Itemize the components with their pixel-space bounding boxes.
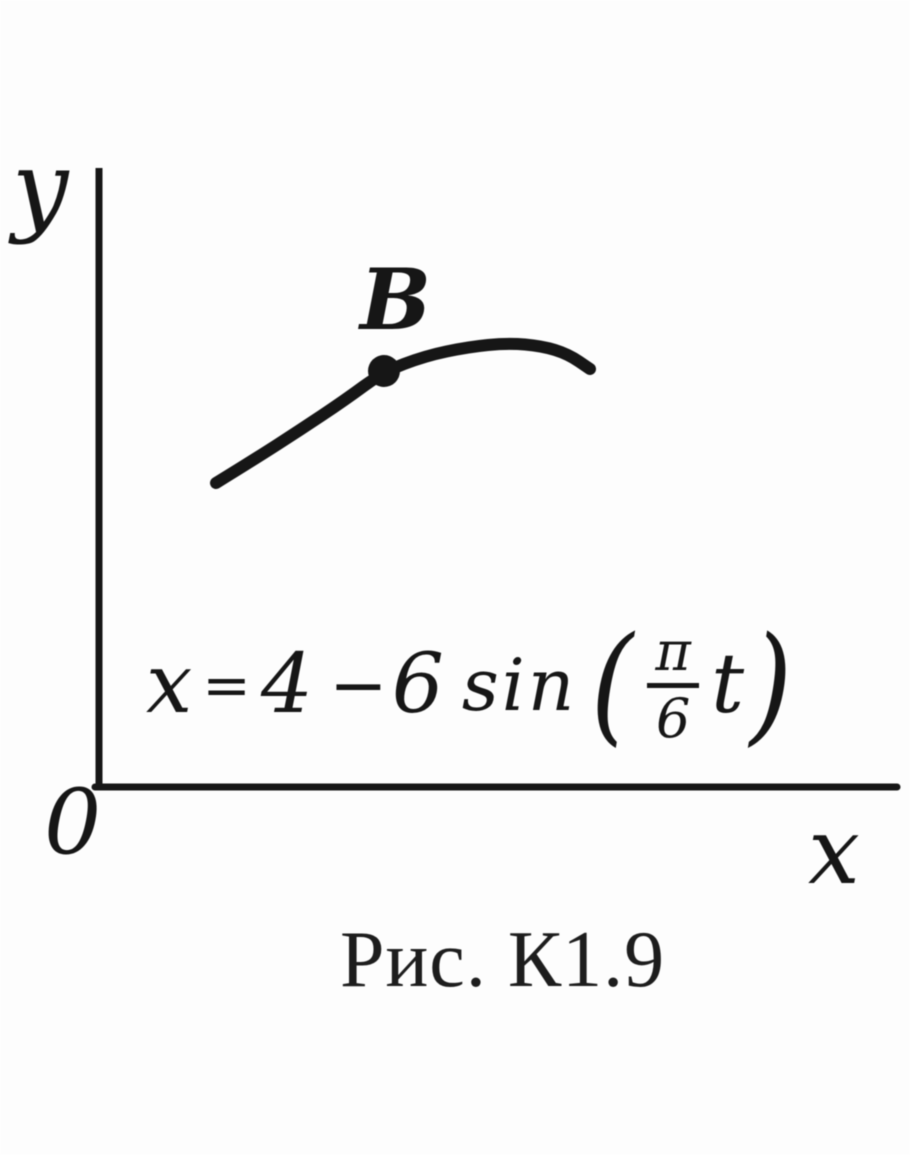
point-b-dot	[368, 355, 400, 387]
figure-caption: Рис. К1.9	[340, 916, 666, 1004]
point-b-label: B	[360, 250, 431, 349]
y-axis-label: y	[12, 129, 69, 246]
equation-close-paren: )	[749, 610, 793, 759]
origin-label: 0	[44, 770, 102, 875]
equation-lhs: x	[146, 637, 193, 732]
equation-sin-function: sin	[461, 643, 578, 727]
equation-equals: =	[202, 651, 251, 719]
fraction-denominator: 6	[655, 686, 691, 750]
fraction-numerator-pi: π	[655, 619, 691, 683]
equation-time-variable: t	[711, 637, 745, 732]
equation-fraction: π 6	[647, 619, 700, 750]
equation-minus: −	[329, 644, 388, 726]
equation-amplitude: 6	[391, 637, 444, 732]
motion-equation: x = 4 − 6 sin ( π 6 t )	[146, 610, 796, 760]
equation-constant: 4	[260, 637, 314, 732]
fraction-bar	[647, 682, 700, 688]
trajectory-curve	[210, 337, 596, 489]
equation-open-paren: (	[590, 610, 634, 759]
x-axis-label: x	[808, 798, 860, 905]
